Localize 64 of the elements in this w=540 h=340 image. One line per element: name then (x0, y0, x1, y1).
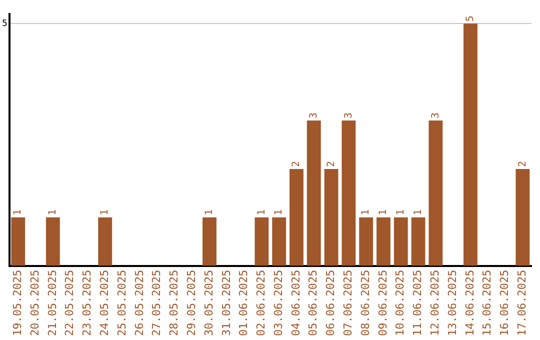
x-tick-label: 12.06.2025 (428, 270, 442, 336)
x-tick-label: 19.05.2025 (10, 270, 24, 336)
x-tick-label: 27.05.2025 (150, 270, 164, 336)
x-tick-label: 04.06.2025 (289, 270, 302, 336)
x-tick-label: 11.06.2025 (411, 270, 424, 336)
x-tick-label: 29.05.2025 (184, 270, 198, 336)
bar (11, 217, 26, 266)
data-label: 1 (12, 209, 24, 216)
data-label: 1 (378, 209, 390, 216)
bar (306, 120, 321, 266)
data-label: 1 (395, 209, 406, 216)
x-tick-label: 03.06.2025 (272, 270, 285, 336)
data-label: 1 (360, 209, 372, 216)
x-tick-label: 25.05.2025 (115, 270, 128, 336)
data-label: 1 (274, 209, 285, 216)
x-tick-label: 23.05.2025 (80, 270, 94, 336)
bar (272, 217, 286, 266)
bar (464, 24, 478, 266)
bar (394, 217, 408, 266)
x-tick-label: 02.06.2025 (254, 270, 268, 336)
x-tick-label: 09.06.2025 (376, 270, 390, 336)
x-tick-label: 17.06.2025 (516, 270, 529, 336)
x-tick-label: 24.05.2025 (98, 270, 111, 336)
data-label: 1 (100, 209, 111, 216)
data-label: 1 (204, 209, 216, 216)
bar (342, 120, 356, 266)
bar (254, 217, 269, 266)
data-label: 3 (430, 112, 442, 119)
x-tick-label: 30.05.2025 (202, 270, 216, 336)
x-tick-label: 14.06.2025 (463, 270, 476, 336)
bar (324, 168, 338, 266)
bar (376, 217, 390, 266)
x-tick-label: 16.06.2025 (498, 270, 512, 336)
x-tick-label: 28.05.2025 (168, 270, 181, 336)
bar (516, 168, 530, 266)
x-tick-label: 10.06.2025 (394, 270, 407, 336)
x-tick-label: 05.06.2025 (306, 270, 320, 336)
data-label: 3 (343, 112, 354, 119)
data-label: 2 (291, 160, 302, 167)
data-label: 1 (256, 209, 268, 216)
x-tick-label: 20.05.2025 (28, 270, 42, 336)
x-tick-label: 15.06.2025 (480, 270, 494, 336)
data-label: 1 (412, 209, 424, 216)
x-tick-label: 26.05.2025 (132, 270, 146, 336)
data-label: 2 (517, 160, 528, 167)
x-tick-label: 01.06.2025 (237, 270, 250, 336)
bar (359, 217, 374, 266)
data-label: 3 (308, 112, 320, 119)
bar (46, 217, 60, 266)
x-tick-label: 13.06.2025 (446, 270, 459, 336)
bar (411, 217, 426, 266)
x-tick-label: 06.06.2025 (324, 270, 338, 336)
data-label: 2 (326, 160, 337, 167)
x-tick-label: 21.05.2025 (46, 270, 59, 336)
bar (202, 217, 216, 266)
data-label: 5 (465, 16, 476, 22)
data-label: 1 (48, 209, 59, 216)
x-tick-label: 07.06.2025 (342, 270, 355, 336)
x-tick-label: 08.06.2025 (358, 270, 372, 336)
bar (428, 120, 443, 266)
bar (290, 168, 304, 266)
bar (98, 217, 112, 266)
x-tick-label: 22.05.2025 (63, 270, 76, 336)
x-tick-label: 31.05.2025 (220, 270, 233, 336)
